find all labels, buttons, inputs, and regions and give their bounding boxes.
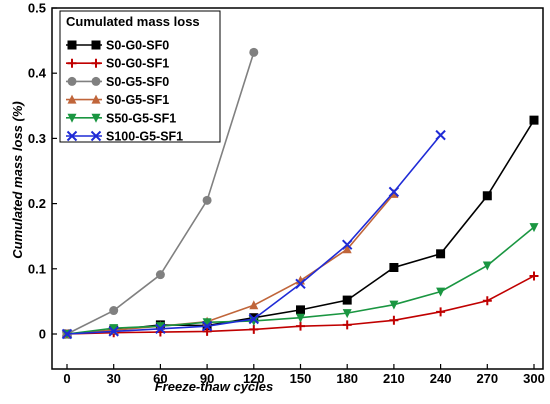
data-point (296, 305, 305, 315)
series-S100-G5-SF1 (61, 129, 446, 340)
data-point (529, 115, 539, 125)
legend-label: S100-G5-SF1 (106, 130, 183, 144)
data-point (108, 326, 119, 337)
x-axis-label: Freeze-thaw cycles (155, 379, 274, 394)
data-point (202, 195, 212, 205)
data-point (201, 320, 213, 332)
legend-label: S0-G0-SF1 (106, 57, 169, 71)
data-point (202, 318, 212, 328)
data-point (342, 309, 352, 319)
data-point (155, 322, 165, 332)
legend-item: S0-G0-SF1 (66, 57, 169, 71)
data-point (341, 239, 353, 250)
legend-marker (91, 113, 101, 123)
data-point (388, 186, 400, 198)
data-point (389, 315, 399, 325)
data-point (248, 313, 260, 325)
data-point (249, 47, 259, 57)
x-tick-label: 0 (63, 371, 70, 386)
x-tick-label: 120 (243, 371, 265, 386)
x-tick-label: 90 (200, 371, 214, 386)
plot-frame (51, 7, 544, 370)
legend-marker (91, 58, 101, 68)
legend-label: S0-G5-SF1 (106, 93, 169, 107)
legend-item: S0-G5-SF0 (66, 75, 169, 89)
data-point (109, 324, 119, 334)
y-tick-label: 0.2 (28, 196, 46, 211)
legend-marker (67, 113, 77, 123)
data-point (296, 313, 305, 323)
legend-label: S50-G5-SF1 (106, 111, 176, 125)
y-tick-label: 0.3 (28, 131, 46, 146)
y-tick-label: 0 (39, 327, 46, 342)
data-point (61, 328, 73, 340)
y-axis-label: Cumulated mass loss (%) (10, 101, 25, 259)
legend-marker (67, 94, 77, 104)
y-tick-label: 0.5 (28, 1, 46, 16)
series-layer (61, 47, 539, 340)
legend-marker (91, 76, 101, 86)
legend: Cumulated mass loss S0-G0-SF0S0-G0-SF1S0… (59, 10, 221, 144)
x-tick-label: 60 (153, 371, 167, 386)
x-tick-label: 300 (523, 371, 545, 386)
data-point (342, 320, 352, 330)
legend-box (59, 10, 221, 143)
legend-label: S0-G5-SF0 (106, 75, 169, 89)
data-point (482, 296, 492, 306)
data-point (202, 326, 212, 336)
data-point (482, 261, 492, 271)
legend-marker (67, 40, 77, 50)
data-point (155, 323, 166, 334)
data-point (342, 295, 352, 305)
x-tick-label: 210 (383, 371, 405, 386)
data-point (482, 191, 492, 201)
data-point (529, 223, 539, 233)
legend-marker (91, 94, 101, 104)
legend-label: S0-G0-SF0 (106, 39, 169, 53)
y-tick-label: 0.4 (28, 66, 47, 81)
data-point (389, 262, 399, 272)
legend-marker (67, 58, 77, 68)
data-point (249, 300, 259, 310)
legend-title: Cumulated mass loss (66, 14, 200, 29)
x-tick-label: 270 (476, 371, 498, 386)
data-point (436, 249, 446, 259)
legend-item: S100-G5-SF1 (66, 130, 183, 144)
y-tick-label: 0.1 (28, 261, 46, 276)
data-point (389, 300, 399, 310)
tick-layer: 0 30 60 90 120 150 180 210 240 270 300 0 0.1 0.2 0.3 0.… (28, 1, 545, 387)
legend-item: S0-G5-SF1 (66, 93, 169, 107)
data-point (155, 270, 165, 280)
data-point (436, 287, 446, 297)
series-line (66, 193, 395, 335)
data-point (342, 244, 352, 254)
x-tick-label: 150 (290, 371, 312, 386)
data-point (436, 307, 446, 317)
data-point (435, 129, 446, 141)
legend-marker (90, 130, 102, 142)
data-point (296, 321, 305, 331)
legend-marker (66, 130, 78, 142)
data-point (529, 271, 539, 281)
legend-item: S0-G0-SF0 (66, 39, 169, 53)
legend-items: S0-G0-SF0 S0-G0-SF1 S0-G5-SF0 S0-G5-SF1 S50-… (66, 39, 183, 144)
x-tick-label: 240 (430, 371, 452, 386)
legend-item: S50-G5-SF1 (66, 111, 176, 125)
legend-marker (91, 40, 101, 50)
data-point (249, 324, 259, 334)
data-point (295, 278, 306, 290)
x-tick-label: 30 (106, 371, 120, 386)
legend-marker (67, 76, 77, 86)
data-point (109, 306, 119, 316)
x-tick-label: 180 (336, 371, 358, 386)
